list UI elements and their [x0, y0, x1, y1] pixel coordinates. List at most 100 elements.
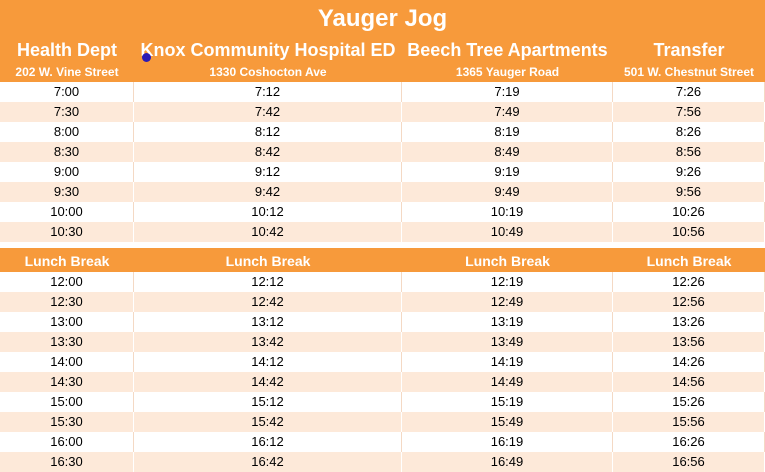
time-cell: 7:42	[134, 102, 402, 122]
time-cell: 15:42	[134, 412, 402, 432]
time-cell: 15:12	[134, 392, 402, 412]
time-cell: 9:49	[402, 182, 613, 202]
time-cell: 12:19	[402, 272, 613, 292]
stop-address: 202 W. Vine Street	[15, 65, 119, 79]
schedule-row: 12:00 12:12 12:19 12:26	[0, 272, 765, 292]
time-cell: 13:42	[134, 332, 402, 352]
time-cell: 10:26	[613, 202, 765, 222]
time-cell: 16:00	[0, 432, 134, 452]
schedule-row: 16:00 16:12 16:19 16:26	[0, 432, 765, 452]
time-cell: 10:00	[0, 202, 134, 222]
stop-header: Health Dept Knox Community Hospital ED B…	[0, 36, 765, 82]
stop-address: 501 W. Chestnut Street	[623, 65, 755, 79]
time-cell: 15:19	[402, 392, 613, 412]
time-cell: 16:19	[402, 432, 613, 452]
time-cell: 16:49	[402, 452, 613, 472]
schedule-row: 15:30 15:42 15:49 15:56	[0, 412, 765, 432]
schedule-title: Yauger Jog	[0, 0, 765, 36]
time-cell: 9:42	[134, 182, 402, 202]
time-cell: 8:12	[134, 122, 402, 142]
time-cell: 16:26	[613, 432, 765, 452]
time-cell: 14:42	[134, 372, 402, 392]
time-cell: 14:19	[402, 352, 613, 372]
schedule-row: 7:00 7:12 7:19 7:26	[0, 82, 765, 102]
lunch-break-row: Lunch Break Lunch Break Lunch Break Lunc…	[0, 248, 765, 272]
section-gap	[0, 242, 765, 248]
time-cell: 8:49	[402, 142, 613, 162]
time-cell: 7:49	[402, 102, 613, 122]
time-cell: 14:49	[402, 372, 613, 392]
time-cell: 13:19	[402, 312, 613, 332]
time-cell: 10:30	[0, 222, 134, 242]
stop-name: Beech Tree Apartments	[407, 40, 608, 60]
time-cell: 15:56	[613, 412, 765, 432]
schedule-row: 7:30 7:42 7:49 7:56	[0, 102, 765, 122]
time-cell: 14:56	[613, 372, 765, 392]
time-cell: 9:12	[134, 162, 402, 182]
time-cell: 14:30	[0, 372, 134, 392]
stop-name: Health Dept	[16, 40, 117, 60]
lunch-break-label: Lunch Break	[646, 253, 732, 269]
time-cell: 14:26	[613, 352, 765, 372]
time-cell: 16:30	[0, 452, 134, 472]
schedule-row: 12:30 12:42 12:49 12:56	[0, 292, 765, 312]
time-cell: 12:42	[134, 292, 402, 312]
schedule-row: 10:30 10:42 10:49 10:56	[0, 222, 765, 242]
time-cell: 14:00	[0, 352, 134, 372]
time-cell: 16:56	[613, 452, 765, 472]
time-cell: 7:30	[0, 102, 134, 122]
time-cell: 10:12	[134, 202, 402, 222]
time-cell: 15:00	[0, 392, 134, 412]
time-cell: 16:42	[134, 452, 402, 472]
time-cell: 8:30	[0, 142, 134, 162]
time-cell: 10:49	[402, 222, 613, 242]
lunch-break-label: Lunch Break	[225, 253, 311, 269]
time-cell: 10:42	[134, 222, 402, 242]
lunch-break-label: Lunch Break	[465, 253, 550, 269]
time-cell: 15:49	[402, 412, 613, 432]
schedule-row: 15:00 15:12 15:19 15:26	[0, 392, 765, 412]
time-cell: 13:00	[0, 312, 134, 332]
schedule-row: 9:00 9:12 9:19 9:26	[0, 162, 765, 182]
cursor-dot-icon	[142, 53, 151, 62]
time-cell: 16:12	[134, 432, 402, 452]
time-cell: 14:12	[134, 352, 402, 372]
time-cell: 12:30	[0, 292, 134, 312]
time-cell: 9:00	[0, 162, 134, 182]
schedule-row: 14:00 14:12 14:19 14:26	[0, 352, 765, 372]
time-cell: 7:12	[134, 82, 402, 102]
time-cell: 13:30	[0, 332, 134, 352]
schedule-row: 8:00 8:12 8:19 8:26	[0, 122, 765, 142]
time-cell: 10:19	[402, 202, 613, 222]
time-cell: 8:42	[134, 142, 402, 162]
time-cell: 13:12	[134, 312, 402, 332]
time-cell: 15:26	[613, 392, 765, 412]
time-cell: 8:19	[402, 122, 613, 142]
schedule-row: 14:30 14:42 14:49 14:56	[0, 372, 765, 392]
time-cell: 8:56	[613, 142, 765, 162]
time-cell: 7:26	[613, 82, 765, 102]
morning-schedule: 7:00 7:12 7:19 7:26 7:30 7:42 7:49 7:56 8:00 8:12…	[0, 82, 765, 242]
stop-address: 1365 Yauger Road	[455, 65, 560, 79]
stop-name: Transfer	[653, 40, 725, 60]
time-cell: 9:19	[402, 162, 613, 182]
time-cell: 13:56	[613, 332, 765, 352]
time-cell: 12:49	[402, 292, 613, 312]
stop-name: Knox Community Hospital ED	[140, 40, 396, 60]
time-cell: 7:56	[613, 102, 765, 122]
time-cell: 7:19	[402, 82, 613, 102]
time-cell: 12:12	[134, 272, 402, 292]
afternoon-schedule: 12:00 12:12 12:19 12:26 12:30 12:42 12:49 12:56…	[0, 272, 765, 472]
schedule-row: 13:30 13:42 13:49 13:56	[0, 332, 765, 352]
time-cell: 13:26	[613, 312, 765, 332]
time-cell: 10:56	[613, 222, 765, 242]
time-cell: 12:00	[0, 272, 134, 292]
schedule-row: 9:30 9:42 9:49 9:56	[0, 182, 765, 202]
time-cell: 12:26	[613, 272, 765, 292]
time-cell: 12:56	[613, 292, 765, 312]
time-cell: 7:00	[0, 82, 134, 102]
time-cell: 15:30	[0, 412, 134, 432]
schedule-row: 16:30 16:42 16:49 16:56	[0, 452, 765, 472]
time-cell: 13:49	[402, 332, 613, 352]
